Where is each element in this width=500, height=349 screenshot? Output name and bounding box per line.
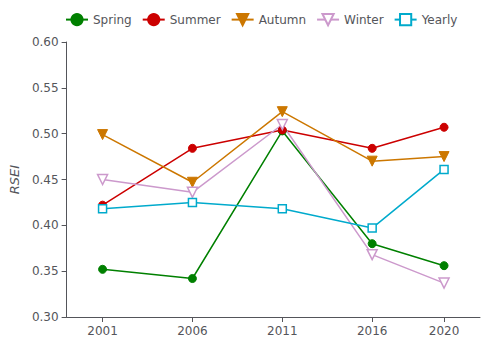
svg-text:Summer: Summer: [170, 13, 221, 27]
svg-text:2011: 2011: [267, 324, 298, 338]
svg-text:2001: 2001: [87, 324, 118, 338]
svg-text:RSEI: RSEI: [7, 165, 22, 194]
svg-text:2020: 2020: [429, 324, 460, 338]
svg-text:Winter: Winter: [344, 13, 384, 27]
svg-text:0.60: 0.60: [32, 35, 59, 49]
svg-text:2006: 2006: [177, 324, 208, 338]
svg-text:0.55: 0.55: [32, 81, 59, 95]
svg-text:Yearly: Yearly: [421, 13, 458, 27]
svg-text:Autumn: Autumn: [259, 13, 306, 27]
svg-text:0.30: 0.30: [32, 310, 59, 324]
svg-text:2016: 2016: [357, 324, 388, 338]
svg-text:0.40: 0.40: [32, 218, 59, 232]
svg-text:0.50: 0.50: [32, 127, 59, 141]
svg-text:0.35: 0.35: [32, 264, 59, 278]
svg-text:0.45: 0.45: [32, 173, 59, 187]
svg-text:Spring: Spring: [93, 13, 132, 27]
